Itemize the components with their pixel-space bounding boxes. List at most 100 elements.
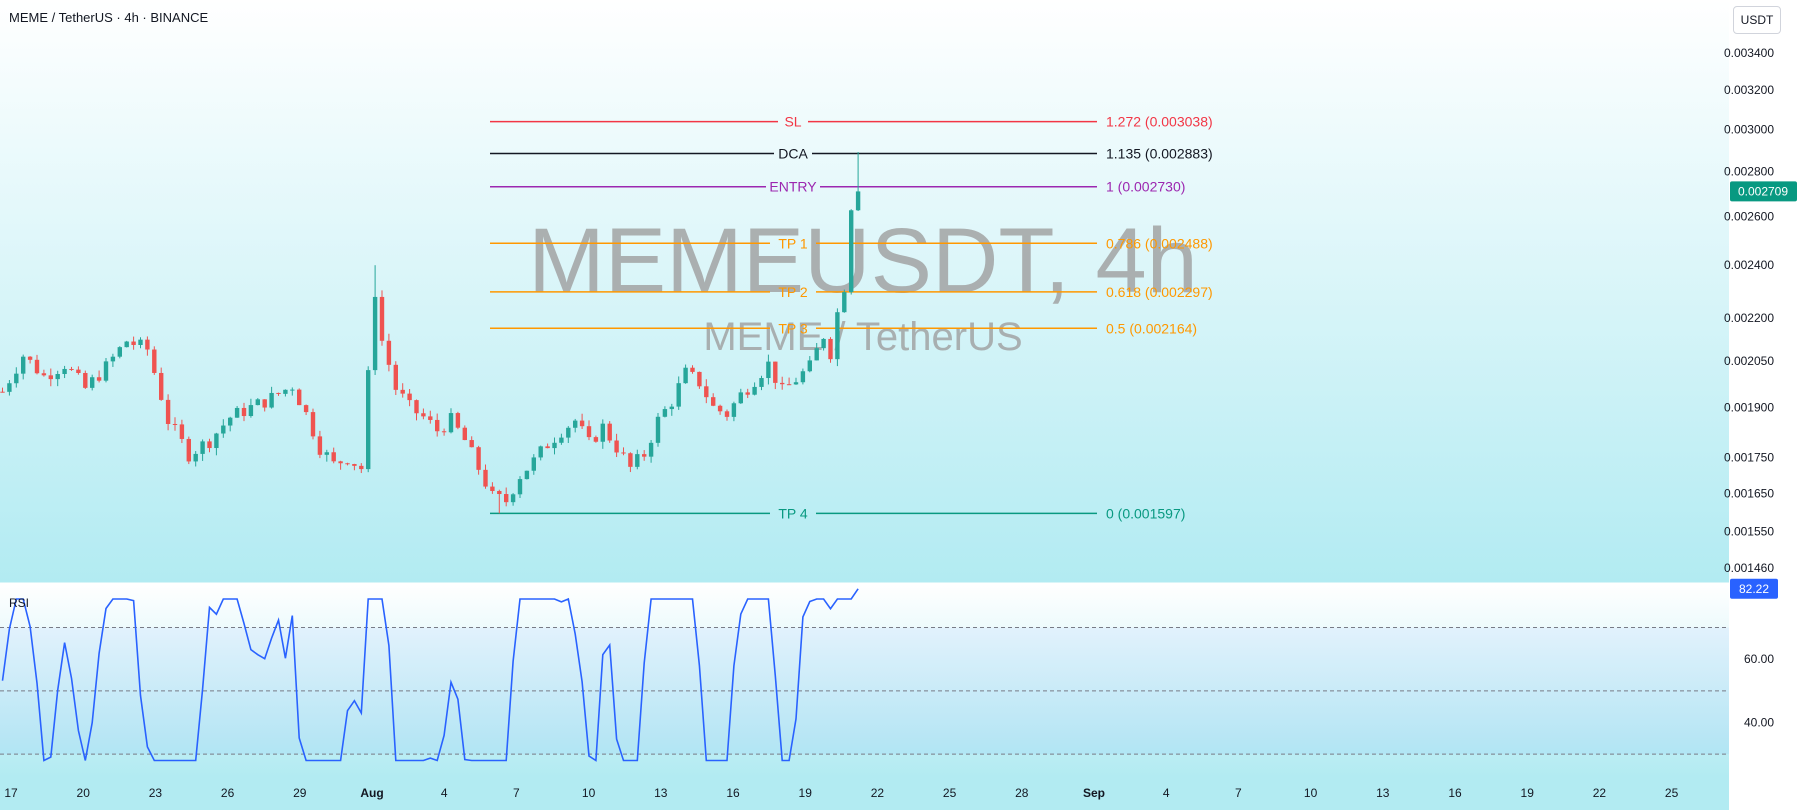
time-tick-label: Aug xyxy=(360,786,383,800)
candle-body xyxy=(34,359,40,374)
candle-body xyxy=(124,341,129,348)
candle-body xyxy=(145,339,150,350)
candle-body xyxy=(786,384,792,386)
candle-body xyxy=(324,452,329,455)
candle-body xyxy=(711,397,716,406)
time-tick-label: 28 xyxy=(1015,786,1029,800)
candle-body xyxy=(759,378,764,387)
candle-body xyxy=(207,441,212,449)
price-tick-label: 0.002200 xyxy=(1724,311,1774,325)
candle-body xyxy=(55,374,60,380)
price-tick-label: 0.002400 xyxy=(1724,258,1774,272)
candle-body xyxy=(752,386,757,395)
fib-name-tp-3: TP 3 xyxy=(778,320,808,336)
candle-body xyxy=(372,296,378,371)
currency-button[interactable]: USDT xyxy=(1733,6,1781,34)
candle-body xyxy=(221,425,226,434)
candle-body xyxy=(524,470,530,480)
candle-body xyxy=(745,392,750,395)
time-tick-label: 25 xyxy=(1665,786,1679,800)
last-price-badge xyxy=(1730,181,1797,202)
fib-value-tp-2: 0.618 (0.002297) xyxy=(1106,284,1213,300)
candle-body xyxy=(331,452,336,462)
candle-body xyxy=(179,424,185,439)
candle-body xyxy=(407,393,412,401)
time-axis[interactable]: 17 20 23 26 29 Aug 4 7 10 13 16 19 22 25 28 Sep 4 7 10 13 16… xyxy=(4,786,1678,800)
candle-body xyxy=(731,403,737,417)
time-tick-label: 13 xyxy=(654,786,668,800)
candle-body xyxy=(559,437,564,443)
candle-body xyxy=(607,423,612,441)
candle-body xyxy=(276,392,281,394)
price-tick-label: 0.001550 xyxy=(1724,525,1774,539)
price-tick-label: 0.003200 xyxy=(1724,83,1774,97)
fib-value-sl: 1.272 (0.003038) xyxy=(1106,114,1213,130)
time-tick-label: 22 xyxy=(1593,786,1607,800)
time-tick-label: 22 xyxy=(871,786,885,800)
candle-body xyxy=(821,338,826,349)
candle-body xyxy=(510,494,516,503)
candle-body xyxy=(297,389,302,406)
candle-body xyxy=(352,464,357,466)
candle-body xyxy=(483,469,488,487)
candle-body xyxy=(552,442,557,449)
time-tick-label: 25 xyxy=(943,786,957,800)
candle-body xyxy=(655,416,661,443)
time-tick-label: 7 xyxy=(1235,786,1242,800)
candle-body xyxy=(379,296,385,341)
candle-body xyxy=(214,433,219,449)
candle-body xyxy=(41,373,47,376)
last-price-label: 0.002709 xyxy=(1738,184,1788,198)
candle-body xyxy=(600,423,605,442)
candle-body xyxy=(290,389,295,391)
candle-body xyxy=(441,431,447,433)
rsi-tick-label: 60.00 xyxy=(1744,652,1774,666)
candle-body xyxy=(704,386,709,398)
candle-body xyxy=(117,347,122,357)
candle-body xyxy=(545,446,550,449)
candle-body xyxy=(62,368,67,375)
time-tick-label: 19 xyxy=(799,786,813,800)
candle-body xyxy=(676,383,681,407)
candle-body xyxy=(628,453,633,467)
candle-body xyxy=(193,453,198,462)
candle-body xyxy=(566,427,571,438)
price-axis[interactable]: 0.003400 0.003200 0.003000 0.002800 0.002600… xyxy=(1724,46,1797,575)
price-tick-label: 0.002050 xyxy=(1724,354,1774,368)
symbol-header[interactable]: MEME / TetherUS · 4h · BINANCE xyxy=(9,10,209,25)
candle-body xyxy=(14,373,19,384)
candle-body xyxy=(621,452,626,454)
rsi-pane[interactable]: 60.00 40.00 82.22 xyxy=(0,578,1778,762)
candle-body xyxy=(476,447,481,470)
time-tick-label: 26 xyxy=(221,786,235,800)
watermark: MEMEUSDT, 4h MEME / TetherUS xyxy=(528,210,1198,359)
candle-body xyxy=(131,341,136,345)
candle-body xyxy=(21,356,26,374)
candle-body xyxy=(814,348,819,361)
candle-body xyxy=(497,490,502,495)
fib-name-sl: SL xyxy=(784,114,801,130)
candle-body xyxy=(172,423,178,425)
time-tick-label: 17 xyxy=(4,786,18,800)
fibonacci-levels[interactable]: SL 1.272 (0.003038) DCA 1.135 (0.002883) ENT… xyxy=(490,114,1213,522)
candle-body xyxy=(573,420,578,428)
candle-body xyxy=(490,486,495,491)
candle-body xyxy=(165,399,171,424)
fib-value-tp-3: 0.5 (0.002164) xyxy=(1106,320,1197,336)
fib-value-entry: 1 (0.002730) xyxy=(1106,179,1185,195)
candle-body xyxy=(310,412,316,437)
time-tick-label: 16 xyxy=(1448,786,1462,800)
candle-body xyxy=(766,361,771,379)
candle-body xyxy=(538,446,543,458)
rsi-label[interactable]: RSI xyxy=(9,596,30,610)
candle-body xyxy=(690,367,695,372)
time-axis-background xyxy=(0,777,1729,810)
candle-body xyxy=(48,375,53,380)
candle-body xyxy=(828,338,833,360)
candle-body xyxy=(262,399,267,408)
candle-body xyxy=(504,494,509,503)
candle-body xyxy=(317,436,323,455)
price-tick-label: 0.001750 xyxy=(1724,451,1774,465)
candle-body xyxy=(448,413,454,433)
